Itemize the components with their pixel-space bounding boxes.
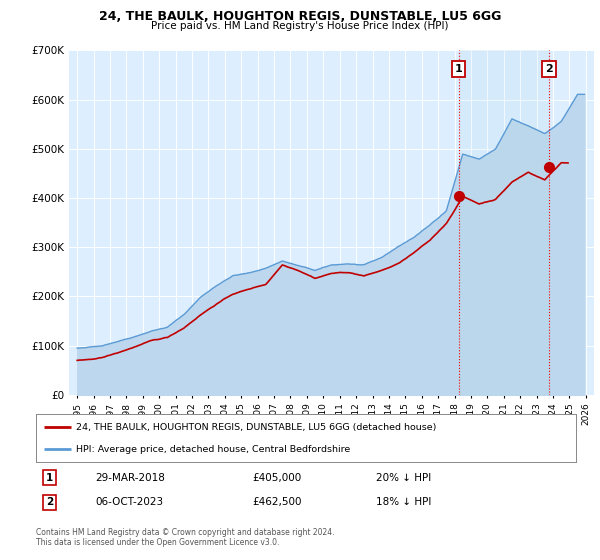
Text: £405,000: £405,000: [252, 473, 301, 483]
Text: Price paid vs. HM Land Registry's House Price Index (HPI): Price paid vs. HM Land Registry's House …: [151, 21, 449, 31]
Text: Contains HM Land Registry data © Crown copyright and database right 2024.: Contains HM Land Registry data © Crown c…: [36, 528, 335, 537]
Text: 20% ↓ HPI: 20% ↓ HPI: [376, 473, 431, 483]
Text: £462,500: £462,500: [252, 497, 302, 507]
Text: 06-OCT-2023: 06-OCT-2023: [95, 497, 164, 507]
Text: 24, THE BAULK, HOUGHTON REGIS, DUNSTABLE, LU5 6GG: 24, THE BAULK, HOUGHTON REGIS, DUNSTABLE…: [99, 10, 501, 23]
Text: This data is licensed under the Open Government Licence v3.0.: This data is licensed under the Open Gov…: [36, 538, 280, 547]
Text: 1: 1: [46, 473, 53, 483]
Bar: [458, 50, 549, 395]
Text: 24, THE BAULK, HOUGHTON REGIS, DUNSTABLE, LU5 6GG (detached house): 24, THE BAULK, HOUGHTON REGIS, DUNSTABLE…: [77, 423, 437, 432]
Text: 18% ↓ HPI: 18% ↓ HPI: [376, 497, 431, 507]
Text: 1: 1: [455, 64, 463, 74]
Text: 2: 2: [545, 64, 553, 74]
Text: HPI: Average price, detached house, Central Bedfordshire: HPI: Average price, detached house, Cent…: [77, 445, 351, 454]
Text: 2: 2: [46, 497, 53, 507]
Text: 29-MAR-2018: 29-MAR-2018: [95, 473, 165, 483]
